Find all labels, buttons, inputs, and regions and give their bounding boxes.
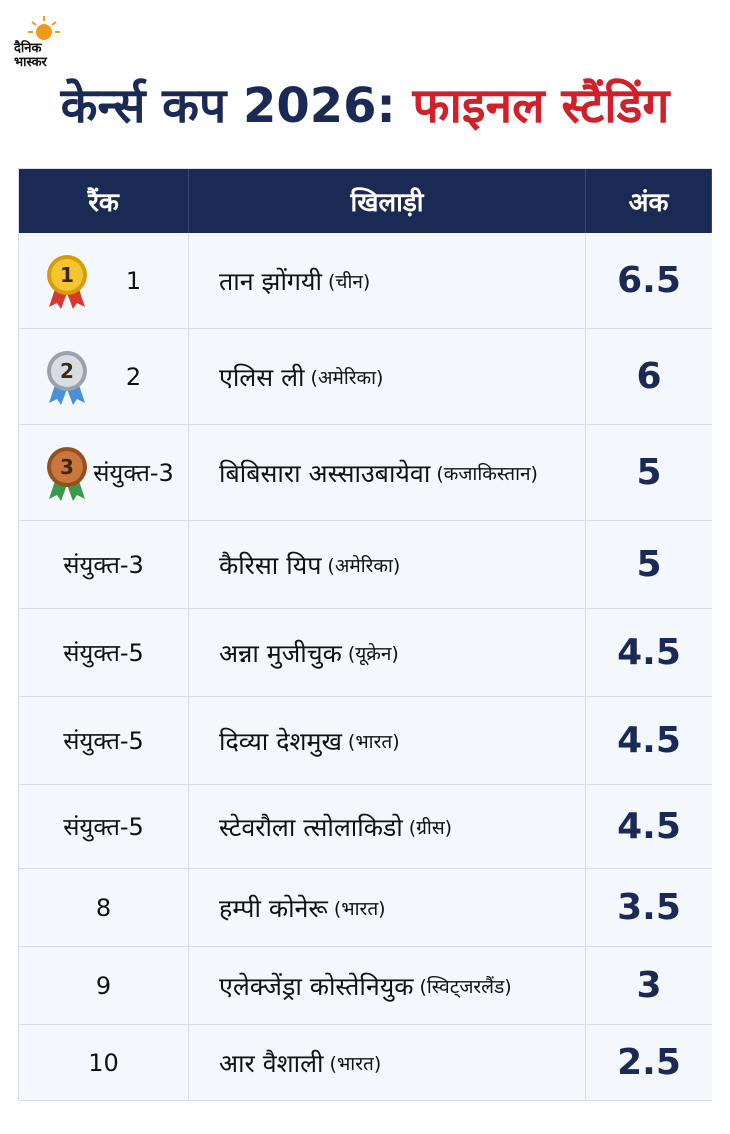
player-country: (अमेरिका) — [327, 554, 401, 577]
rank-cell: संयुक्त-3 — [19, 521, 189, 609]
rank: संयुक्त-5 — [63, 639, 144, 667]
player-country: (भारत) — [333, 897, 386, 920]
points: 6.5 — [586, 233, 712, 329]
player-country: (अमेरिका) — [310, 366, 384, 389]
title: केर्न्स कप 2026: फाइनल स्टैंडिंग — [0, 72, 730, 137]
player-country: (स्विट्जरलैंड) — [419, 975, 512, 998]
player-cell: दिव्या देशमुख (भारत) — [189, 697, 586, 785]
player-cell: कैरिसा यिप (अमेरिका) — [189, 521, 586, 609]
rank: 1 — [125, 266, 142, 295]
player-cell: तान झोंगयी (चीन) — [189, 233, 586, 329]
player-cell: हम्पी कोनेरू (भारत) — [189, 869, 586, 947]
points: 4.5 — [586, 609, 712, 697]
player-cell: अन्ना मुजीचुक (यूक्रेन) — [189, 609, 586, 697]
rank: 10 — [88, 1048, 119, 1077]
standings-table: रैंक खिलाड़ी अंक 1 1 तान झोंगयी (चीन) 6.5 2 2 एल… — [18, 168, 712, 1101]
player-cell: एलिस ली (अमेरिका) — [189, 329, 586, 425]
player-name: स्टेवरौला त्सोलाकिडो — [219, 812, 403, 842]
medal-number: 3 — [60, 455, 74, 479]
rank-cell: 3 संयुक्त-3 — [19, 425, 189, 521]
points: 3.5 — [586, 869, 712, 947]
player-name: तान झोंगयी — [219, 266, 322, 296]
points: 2.5 — [586, 1025, 712, 1101]
medal-icon: 3 — [47, 447, 87, 501]
player-country: (कजाकिस्तान) — [436, 462, 538, 485]
column-header: रैंक — [19, 169, 189, 233]
column-header: खिलाड़ी — [189, 169, 586, 233]
rank: संयुक्त-3 — [93, 459, 174, 487]
rank: 8 — [95, 893, 112, 922]
medal-icon: 2 — [47, 351, 87, 405]
rank: 9 — [95, 971, 112, 1000]
player-name: कैरिसा यिप — [219, 550, 322, 580]
rank: 2 — [125, 362, 142, 391]
rank-cell: 8 — [19, 869, 189, 947]
player-name: बिबिसारा अस्साउबायेवा — [219, 458, 431, 488]
player-country: (ग्रीस) — [408, 816, 453, 839]
player-country: (चीन) — [327, 270, 371, 293]
points: 5 — [586, 521, 712, 609]
player-cell: बिबिसारा अस्साउबायेवा (कजाकिस्तान) — [189, 425, 586, 521]
player-country: (यूक्रेन) — [347, 642, 399, 665]
medal-number: 2 — [60, 359, 74, 383]
rank: संयुक्त-5 — [63, 813, 144, 841]
logo-text: दैनिक भास्कर — [14, 41, 47, 70]
rank: संयुक्त-5 — [63, 727, 144, 755]
rank-cell: संयुक्त-5 — [19, 609, 189, 697]
player-name: आर वैशाली — [219, 1048, 324, 1078]
logo-sun — [28, 16, 60, 40]
player-country: (भारत) — [347, 730, 400, 753]
points: 5 — [586, 425, 712, 521]
rank-cell: 9 — [19, 947, 189, 1025]
title-accent: फाइनल स्टैंडिंग — [412, 78, 670, 134]
title-main: केर्न्स कप 2026: — [60, 78, 396, 134]
player-name: दिव्या देशमुख — [219, 726, 342, 756]
column-header: अंक — [586, 169, 712, 233]
player-cell: आर वैशाली (भारत) — [189, 1025, 586, 1101]
rank-cell: संयुक्त-5 — [19, 785, 189, 869]
points: 4.5 — [586, 697, 712, 785]
rank: संयुक्त-3 — [63, 551, 144, 579]
medal-icon: 1 — [47, 255, 87, 309]
player-name: एलिस ली — [219, 362, 305, 392]
points: 4.5 — [586, 785, 712, 869]
player-name: हम्पी कोनेरू — [219, 893, 328, 923]
player-cell: स्टेवरौला त्सोलाकिडो (ग्रीस) — [189, 785, 586, 869]
player-name: एलेक्जेंड्रा कोस्तेनियुक — [219, 971, 414, 1001]
medal-number: 1 — [60, 263, 74, 287]
points: 3 — [586, 947, 712, 1025]
rank-cell: 10 — [19, 1025, 189, 1101]
player-cell: एलेक्जेंड्रा कोस्तेनियुक (स्विट्जरलैंड) — [189, 947, 586, 1025]
player-country: (भारत) — [329, 1052, 382, 1075]
player-name: अन्ना मुजीचुक — [219, 638, 342, 668]
points: 6 — [586, 329, 712, 425]
rank-cell: संयुक्त-5 — [19, 697, 189, 785]
